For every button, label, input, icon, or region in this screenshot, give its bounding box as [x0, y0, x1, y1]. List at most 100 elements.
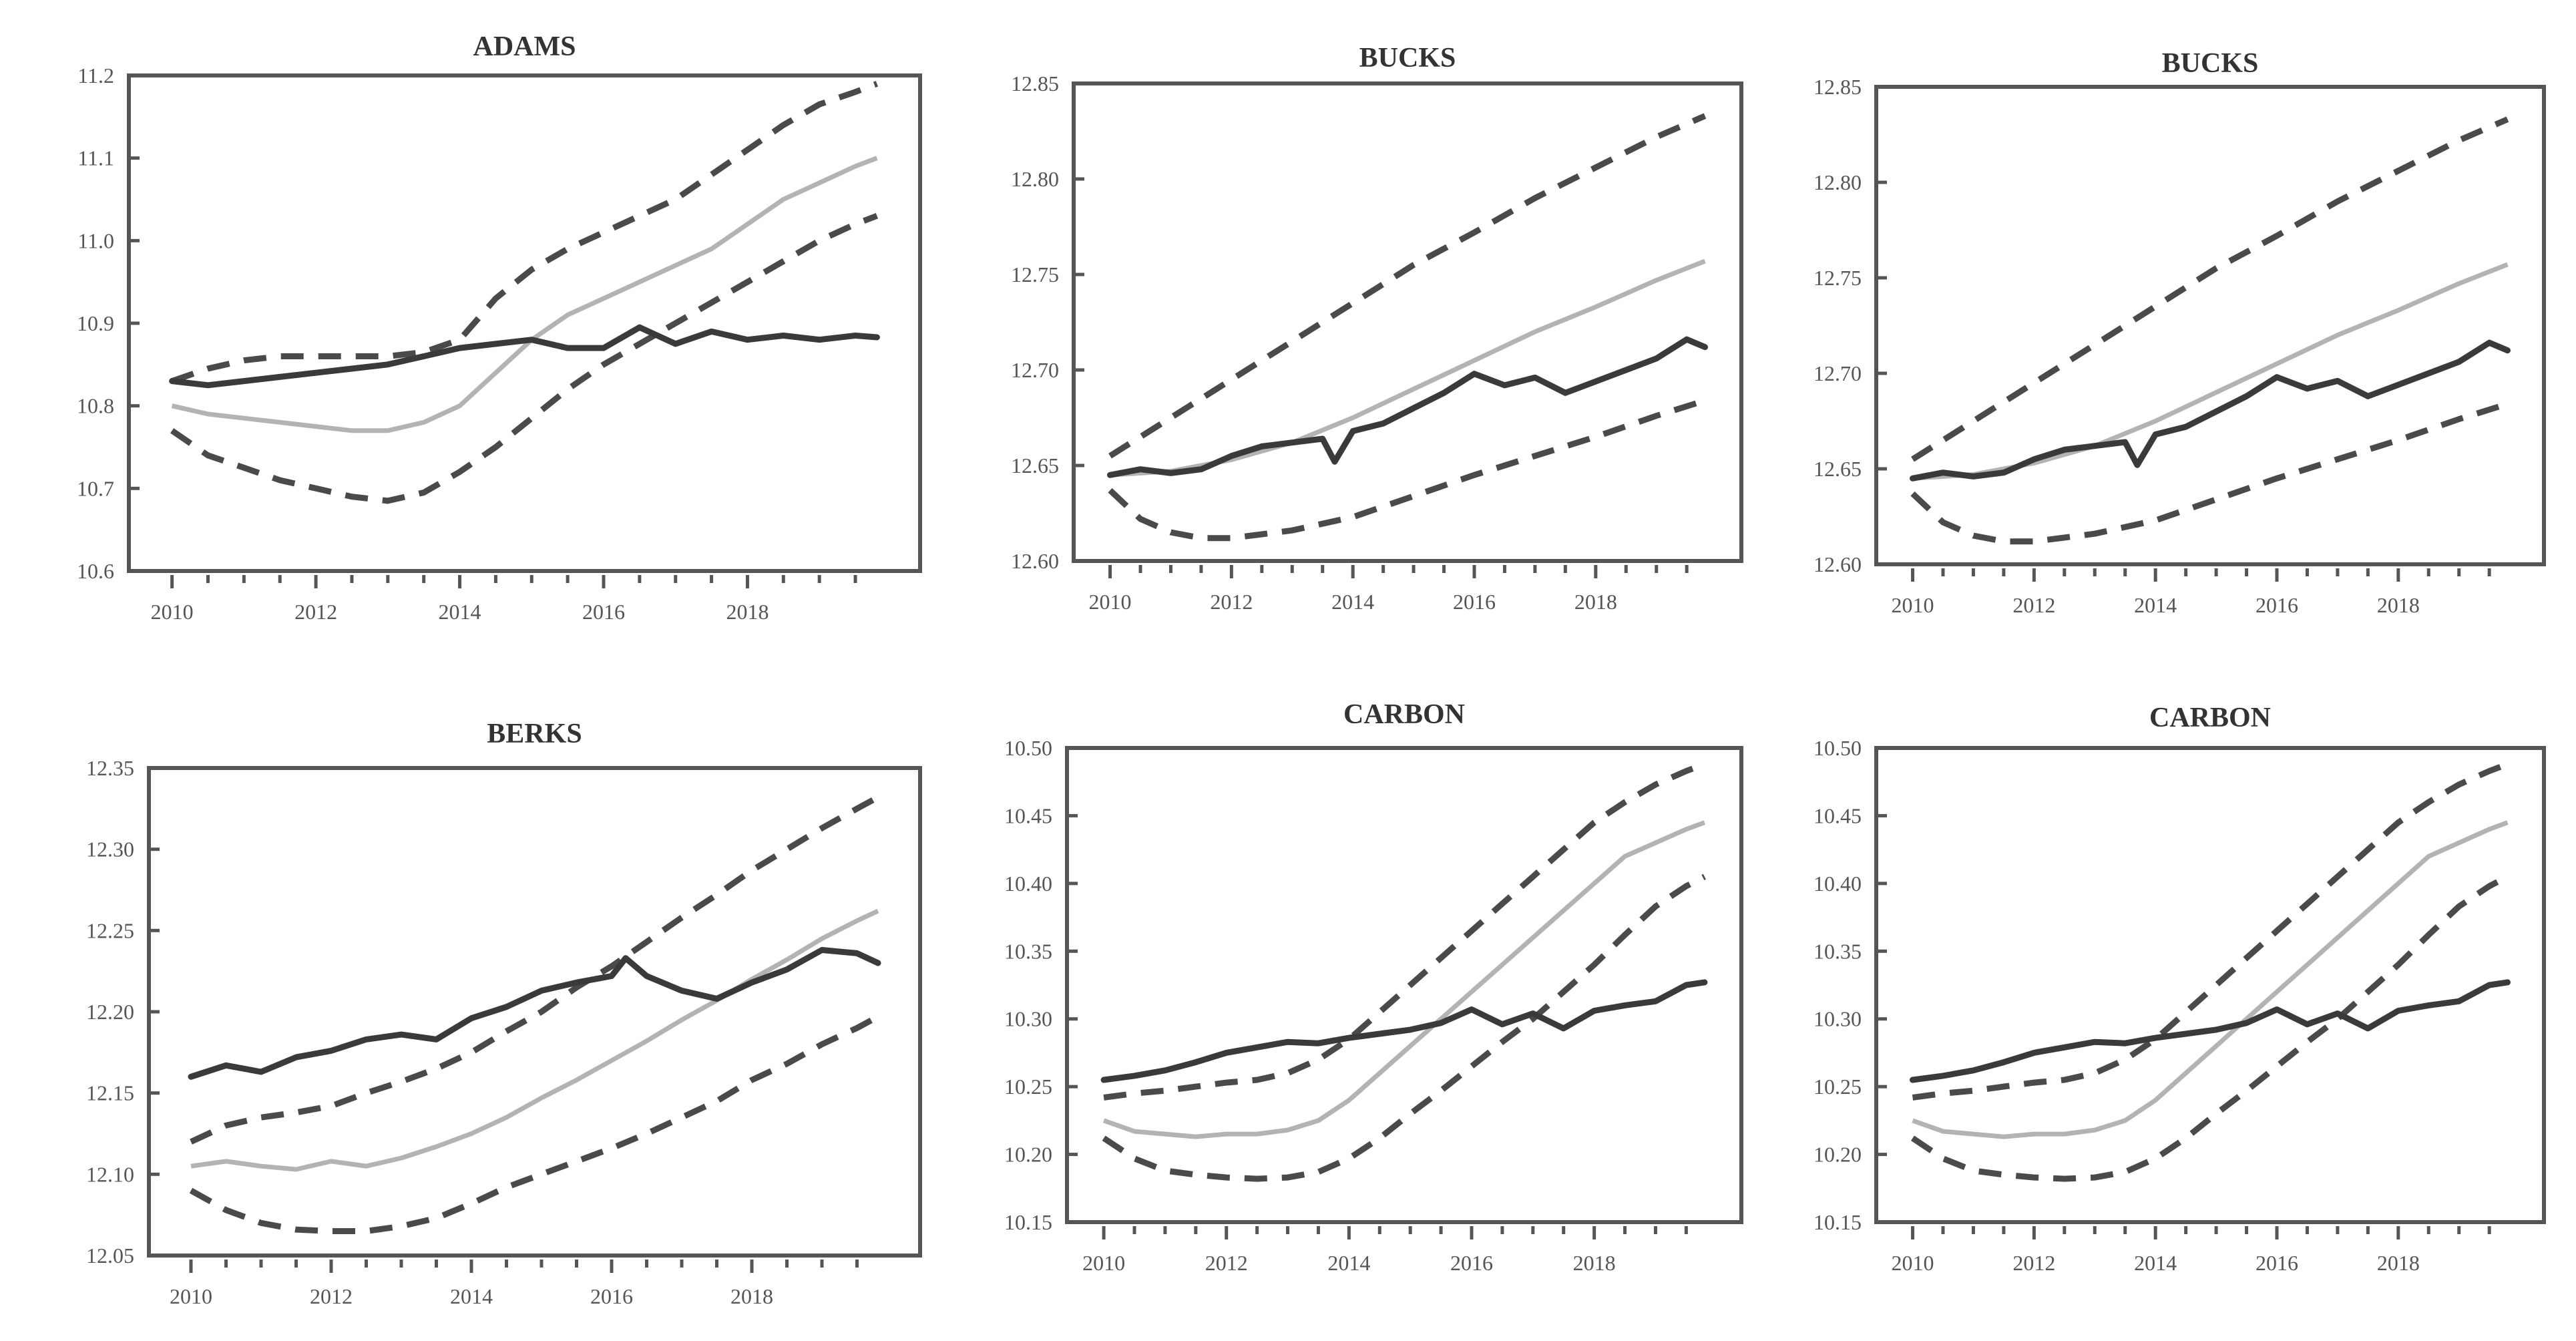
lower-bound-line — [1108, 397, 1706, 542]
y-tick-label: 12.20 — [86, 1000, 134, 1024]
x-tick-label: 2012 — [2012, 593, 2055, 617]
y-tick-label: 10.8 — [77, 394, 114, 418]
y-tick-label: 12.70 — [1011, 358, 1059, 382]
chart-title: CARBON — [2149, 703, 2271, 733]
y-tick-label: 12.85 — [1813, 75, 1862, 99]
panel-bucks-1: BUCKS 12.60 12.65 12.70 12.75 12.80 12.85 2010 2… — [1011, 43, 1743, 614]
x-tick-label: 2014 — [2134, 1251, 2177, 1275]
y-tick-label: 10.35 — [1813, 939, 1862, 963]
y-tick-label: 10.35 — [1004, 939, 1052, 963]
x-tick-label: 2016 — [590, 1284, 633, 1308]
y-tick-label: 12.65 — [1813, 457, 1862, 481]
panel-carbon-1: CARBON 10.15 10.20 10.25 10.30 10.35 10.40 10.4… — [1004, 699, 1743, 1275]
y-tick-label: 10.50 — [1813, 736, 1862, 760]
x-tick-label: 2016 — [582, 600, 625, 624]
x-tick-label: 2018 — [1573, 1251, 1616, 1275]
x-tick-label: 2018 — [726, 600, 769, 624]
x-tick-label: 2012 — [2012, 1251, 2055, 1275]
x-tick-label: 2012 — [1210, 590, 1253, 614]
plot-frame — [127, 73, 922, 573]
y-tick-label: 12.70 — [1813, 361, 1862, 385]
chart-title: BUCKS — [1359, 43, 1456, 73]
y-tick-label: 10.7 — [77, 476, 114, 500]
y-tick-label: 12.60 — [1813, 552, 1862, 576]
x-tick-label: 2010 — [170, 1284, 212, 1308]
y-tick-label: 10.40 — [1813, 872, 1862, 896]
x-tick-label: 2012 — [1205, 1251, 1248, 1275]
y-tick-label: 11.1 — [77, 146, 114, 170]
chart-title: BUCKS — [2162, 48, 2259, 79]
actual-series-line — [1100, 979, 1708, 1083]
y-tick-label: 11.2 — [77, 63, 114, 87]
chart-title: CARBON — [1343, 699, 1465, 730]
x-tick-label: 2010 — [1082, 1251, 1125, 1275]
y-tick-label: 10.25 — [1813, 1075, 1862, 1099]
x-tick-label: 2016 — [1453, 590, 1496, 614]
y-tick-label: 10.40 — [1004, 872, 1052, 896]
x-tick-label: 2010 — [1892, 593, 1934, 617]
plot-frame — [1065, 746, 1743, 1224]
upper-bound-line — [171, 81, 878, 384]
y-tick-label: 10.15 — [1813, 1210, 1862, 1234]
y-tick-label: 12.25 — [86, 918, 134, 942]
x-tick-label: 2018 — [1574, 590, 1617, 614]
x-tick-label: 2014 — [1327, 1251, 1370, 1275]
actual-series-line — [1910, 979, 2511, 1083]
upper-bound-line — [1911, 116, 2509, 462]
upper-bound-line — [1108, 113, 1707, 459]
panel-bucks-2: BUCKS 12.60 12.65 12.70 12.75 12.80 12.85 2010 2… — [1813, 48, 2546, 617]
y-tick-label: 11.0 — [77, 228, 114, 252]
y-tick-label: 10.9 — [77, 311, 114, 335]
y-tick-label: 12.15 — [86, 1081, 134, 1105]
x-tick-label: 2010 — [1892, 1251, 1934, 1275]
lower-bound-line — [1910, 401, 2509, 545]
y-tick-label: 10.50 — [1004, 736, 1052, 760]
y-tick-label: 10.30 — [1813, 1007, 1862, 1031]
y-tick-label: 10.6 — [77, 559, 114, 583]
x-tick-label: 2010 — [1089, 590, 1132, 614]
x-tick-label: 2018 — [730, 1284, 773, 1308]
y-tick-label: 10.20 — [1813, 1143, 1862, 1167]
upper-bound-line — [1103, 761, 1706, 1101]
y-tick-label: 12.75 — [1813, 266, 1862, 290]
panel-carbon-2: CARBON 10.15 10.20 10.25 10.30 10.35 10.40 10.4… — [1813, 703, 2546, 1275]
actual-series-line — [1107, 336, 1708, 478]
x-tick-label: 2014 — [439, 600, 481, 624]
lower-bound-line — [1102, 874, 1706, 1182]
forecast-series-line — [1110, 258, 1706, 477]
forecast-series-line — [190, 908, 879, 1172]
y-tick-label: 10.25 — [1004, 1075, 1052, 1099]
x-tick-label: 2012 — [310, 1284, 353, 1308]
actual-series-line — [169, 324, 880, 389]
forecast-series-line — [1102, 820, 1706, 1139]
lower-bound-line — [189, 1014, 880, 1234]
actual-series-line — [1910, 339, 2511, 482]
chart-title: ADAMS — [473, 31, 576, 62]
y-tick-label: 10.30 — [1004, 1007, 1052, 1031]
x-tick-label: 2018 — [2377, 593, 2420, 617]
y-tick-label: 10.45 — [1004, 803, 1052, 827]
panel-berks: BERKS 12.05 12.10 12.15 12.20 12.25 12.30 12.35… — [86, 719, 922, 1308]
panel-adams: ADAMS 10.6 10.7 10.8 10.9 11.0 11.1 11.2 2010 201… — [77, 31, 922, 624]
forecast-series-line — [1912, 820, 2509, 1139]
x-tick-label: 2016 — [2256, 1251, 2298, 1275]
y-tick-label: 12.75 — [1011, 262, 1059, 286]
y-tick-label: 12.65 — [1011, 453, 1059, 477]
y-tick-label: 12.60 — [1011, 549, 1059, 573]
forecast-series-line — [171, 156, 878, 433]
plot-frame — [1874, 85, 2546, 566]
upper-bound-line — [190, 794, 880, 1145]
x-tick-label: 2014 — [450, 1284, 493, 1308]
x-tick-label: 2016 — [1450, 1251, 1493, 1275]
x-tick-label: 2014 — [2134, 593, 2177, 617]
y-tick-label: 12.80 — [1011, 167, 1059, 191]
x-tick-label: 2014 — [1331, 590, 1374, 614]
y-tick-label: 12.30 — [86, 837, 134, 861]
upper-bound-line — [1912, 761, 2509, 1101]
y-tick-label: 10.45 — [1813, 803, 1862, 827]
y-tick-label: 12.85 — [1011, 71, 1059, 95]
x-tick-label: 2016 — [2256, 593, 2298, 617]
x-tick-label: 2010 — [151, 600, 194, 624]
y-tick-label: 10.20 — [1004, 1143, 1052, 1167]
